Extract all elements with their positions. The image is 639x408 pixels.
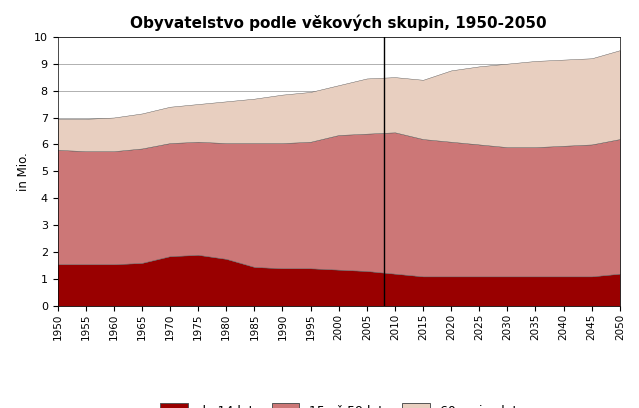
Y-axis label: in Mio.: in Mio. [17, 152, 29, 191]
Legend: do 14 let, 15 až 59 let, 60 a vice let: do 14 let, 15 až 59 let, 60 a vice let [155, 399, 522, 408]
Title: Obyvatelstvo podle věkových skupin, 1950-2050: Obyvatelstvo podle věkových skupin, 1950… [130, 15, 547, 31]
